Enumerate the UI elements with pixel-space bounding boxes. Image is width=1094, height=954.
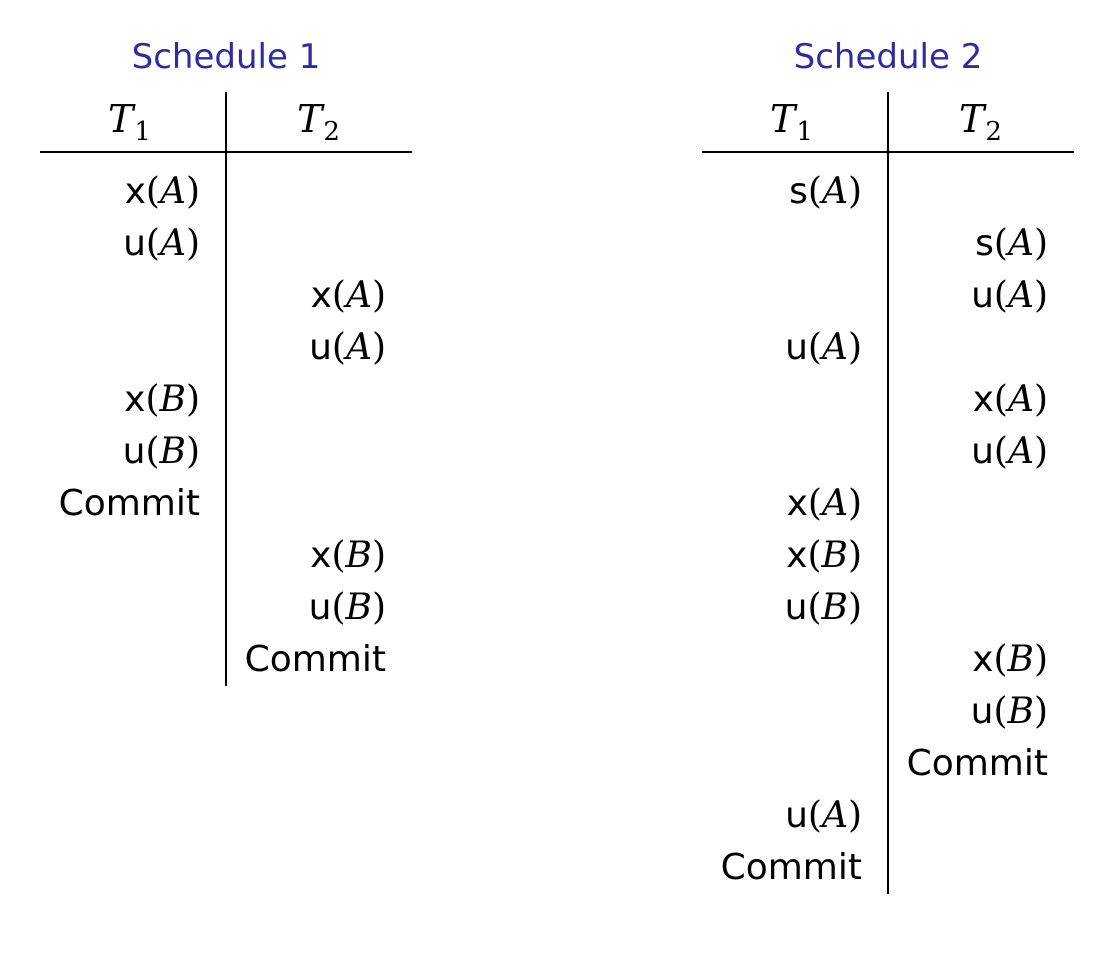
- schedule-1-row-9-t2: u(B): [308, 587, 386, 628]
- schedule-1-header-t2: T2: [297, 96, 340, 147]
- schedule-2-row-3-t2: u(A): [971, 275, 1048, 316]
- schedule-1-row-10-t2-commit: Commit: [244, 639, 386, 680]
- schedule-1-row-2-t1: u(A): [123, 223, 200, 264]
- schedule-1-row-1-t1: x(A): [124, 171, 200, 212]
- schedule-2-row-4-t1: u(A): [785, 327, 862, 368]
- schedule-2-title: Schedule 2: [793, 37, 983, 77]
- schedule-1-title: Schedule 1: [131, 37, 321, 77]
- schedule-2-row-1-t1: s(A): [789, 171, 862, 212]
- schedule-2-column-divider: [887, 92, 889, 894]
- schedule-2-header-t1: T1: [770, 96, 813, 147]
- header-subscript: 2: [323, 117, 340, 147]
- schedule-1-row-3-t2: x(A): [310, 275, 386, 316]
- header-base: T: [108, 97, 134, 141]
- schedule-2-row-13-t1: u(A): [785, 795, 862, 836]
- schedule-2-row-9-t1: u(B): [784, 587, 862, 628]
- schedule-2-header-t2: T2: [959, 96, 1002, 147]
- schedule-1-column-divider: [225, 92, 227, 686]
- schedule-1-row-6-t1: u(B): [122, 431, 200, 472]
- header-base: T: [297, 97, 323, 141]
- header-subscript: 1: [134, 117, 151, 147]
- schedule-1-row-7-t1-commit: Commit: [58, 483, 200, 524]
- schedule-1-header-t1: T1: [108, 96, 151, 147]
- schedule-2-row-12-t2-commit: Commit: [906, 743, 1048, 784]
- header-base: T: [770, 97, 796, 141]
- schedule-1-row-4-t2: u(A): [309, 327, 386, 368]
- header-subscript: 2: [985, 117, 1002, 147]
- schedule-1-row-5-t1: x(B): [124, 379, 200, 420]
- schedule-2-row-8-t1: x(B): [786, 535, 862, 576]
- schedule-2-row-11-t2: u(B): [970, 691, 1048, 732]
- schedule-2-row-14-t1-commit: Commit: [720, 847, 862, 888]
- schedule-1-row-8-t2: x(B): [310, 535, 386, 576]
- header-base: T: [959, 97, 985, 141]
- schedule-2-row-6-t2: u(A): [971, 431, 1048, 472]
- schedule-2-row-10-t2: x(B): [972, 639, 1048, 680]
- schedule-2-row-7-t1: x(A): [786, 483, 862, 524]
- schedule-2-row-2-t2: s(A): [975, 223, 1048, 264]
- header-subscript: 1: [796, 117, 813, 147]
- schedule-2-row-5-t2: x(A): [972, 379, 1048, 420]
